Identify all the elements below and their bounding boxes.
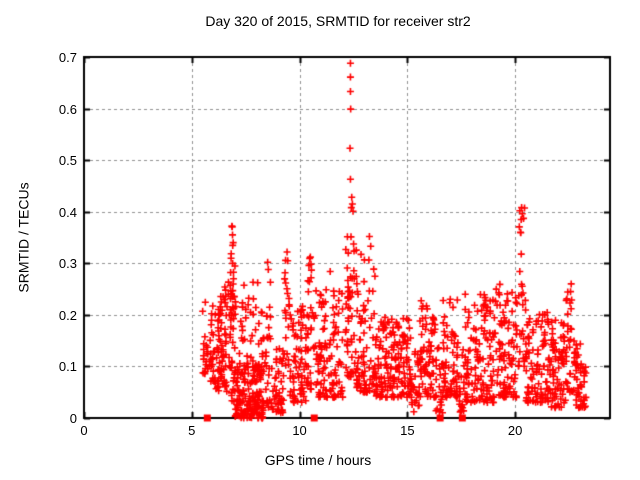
y-tick-label: 0.7 <box>58 50 77 65</box>
x-tick-label: 15 <box>400 423 415 438</box>
x-tick-label: 0 <box>80 423 88 438</box>
y-axis-title: SRMTID / TECUs <box>15 182 32 293</box>
y-tick-label: 0.3 <box>58 256 77 272</box>
y-tick-label: 0.1 <box>58 359 77 375</box>
x-tick-label: 10 <box>292 423 307 438</box>
x-tick-label: 5 <box>188 423 196 438</box>
chart-title: Day 320 of 2015, SRMTID for receiver str… <box>205 13 471 29</box>
x-tick-label: 20 <box>507 423 523 438</box>
x-axis-title: GPS time / hours <box>264 452 372 468</box>
y-tick-label: 0.2 <box>58 307 77 323</box>
y-tick-label: 0.6 <box>58 101 77 117</box>
y-tick-label: 0.5 <box>58 153 77 169</box>
y-tick-label: 0.4 <box>58 204 77 220</box>
y-tick-label: 0 <box>69 411 77 426</box>
